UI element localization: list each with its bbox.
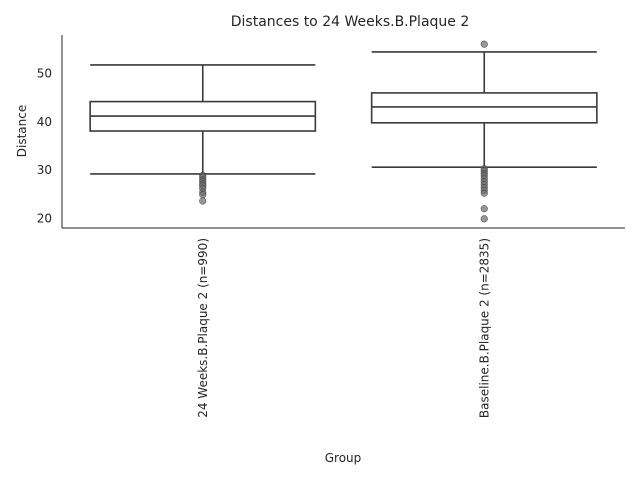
outlier-point [480, 205, 488, 213]
outlier-point [480, 215, 488, 223]
y-tick-label: 30 [37, 163, 52, 177]
chart-title: Distances to 24 Weeks.B.Plaque 2 [231, 14, 470, 30]
box-iqr [370, 92, 598, 124]
y-tick-label: 20 [37, 211, 52, 225]
outlier-point [480, 189, 488, 197]
y-axis-label: Distance [15, 105, 29, 157]
outlier-point [199, 191, 207, 199]
y-tick-label: 50 [37, 67, 52, 81]
outlier-point [480, 40, 488, 48]
plot-area: 20 30 40 50 24 Weeks.B.Plaque 2 (n=990) Basel… [37, 40, 598, 418]
y-tick-label: 40 [37, 115, 52, 129]
outlier-point [199, 197, 207, 205]
x-axis-label: Group [325, 451, 362, 465]
x-tick-label: 24 Weeks.B.Plaque 2 (n=990) [196, 238, 210, 418]
x-tick-label: Baseline.B.Plaque 2 (n=2835) [477, 238, 491, 418]
